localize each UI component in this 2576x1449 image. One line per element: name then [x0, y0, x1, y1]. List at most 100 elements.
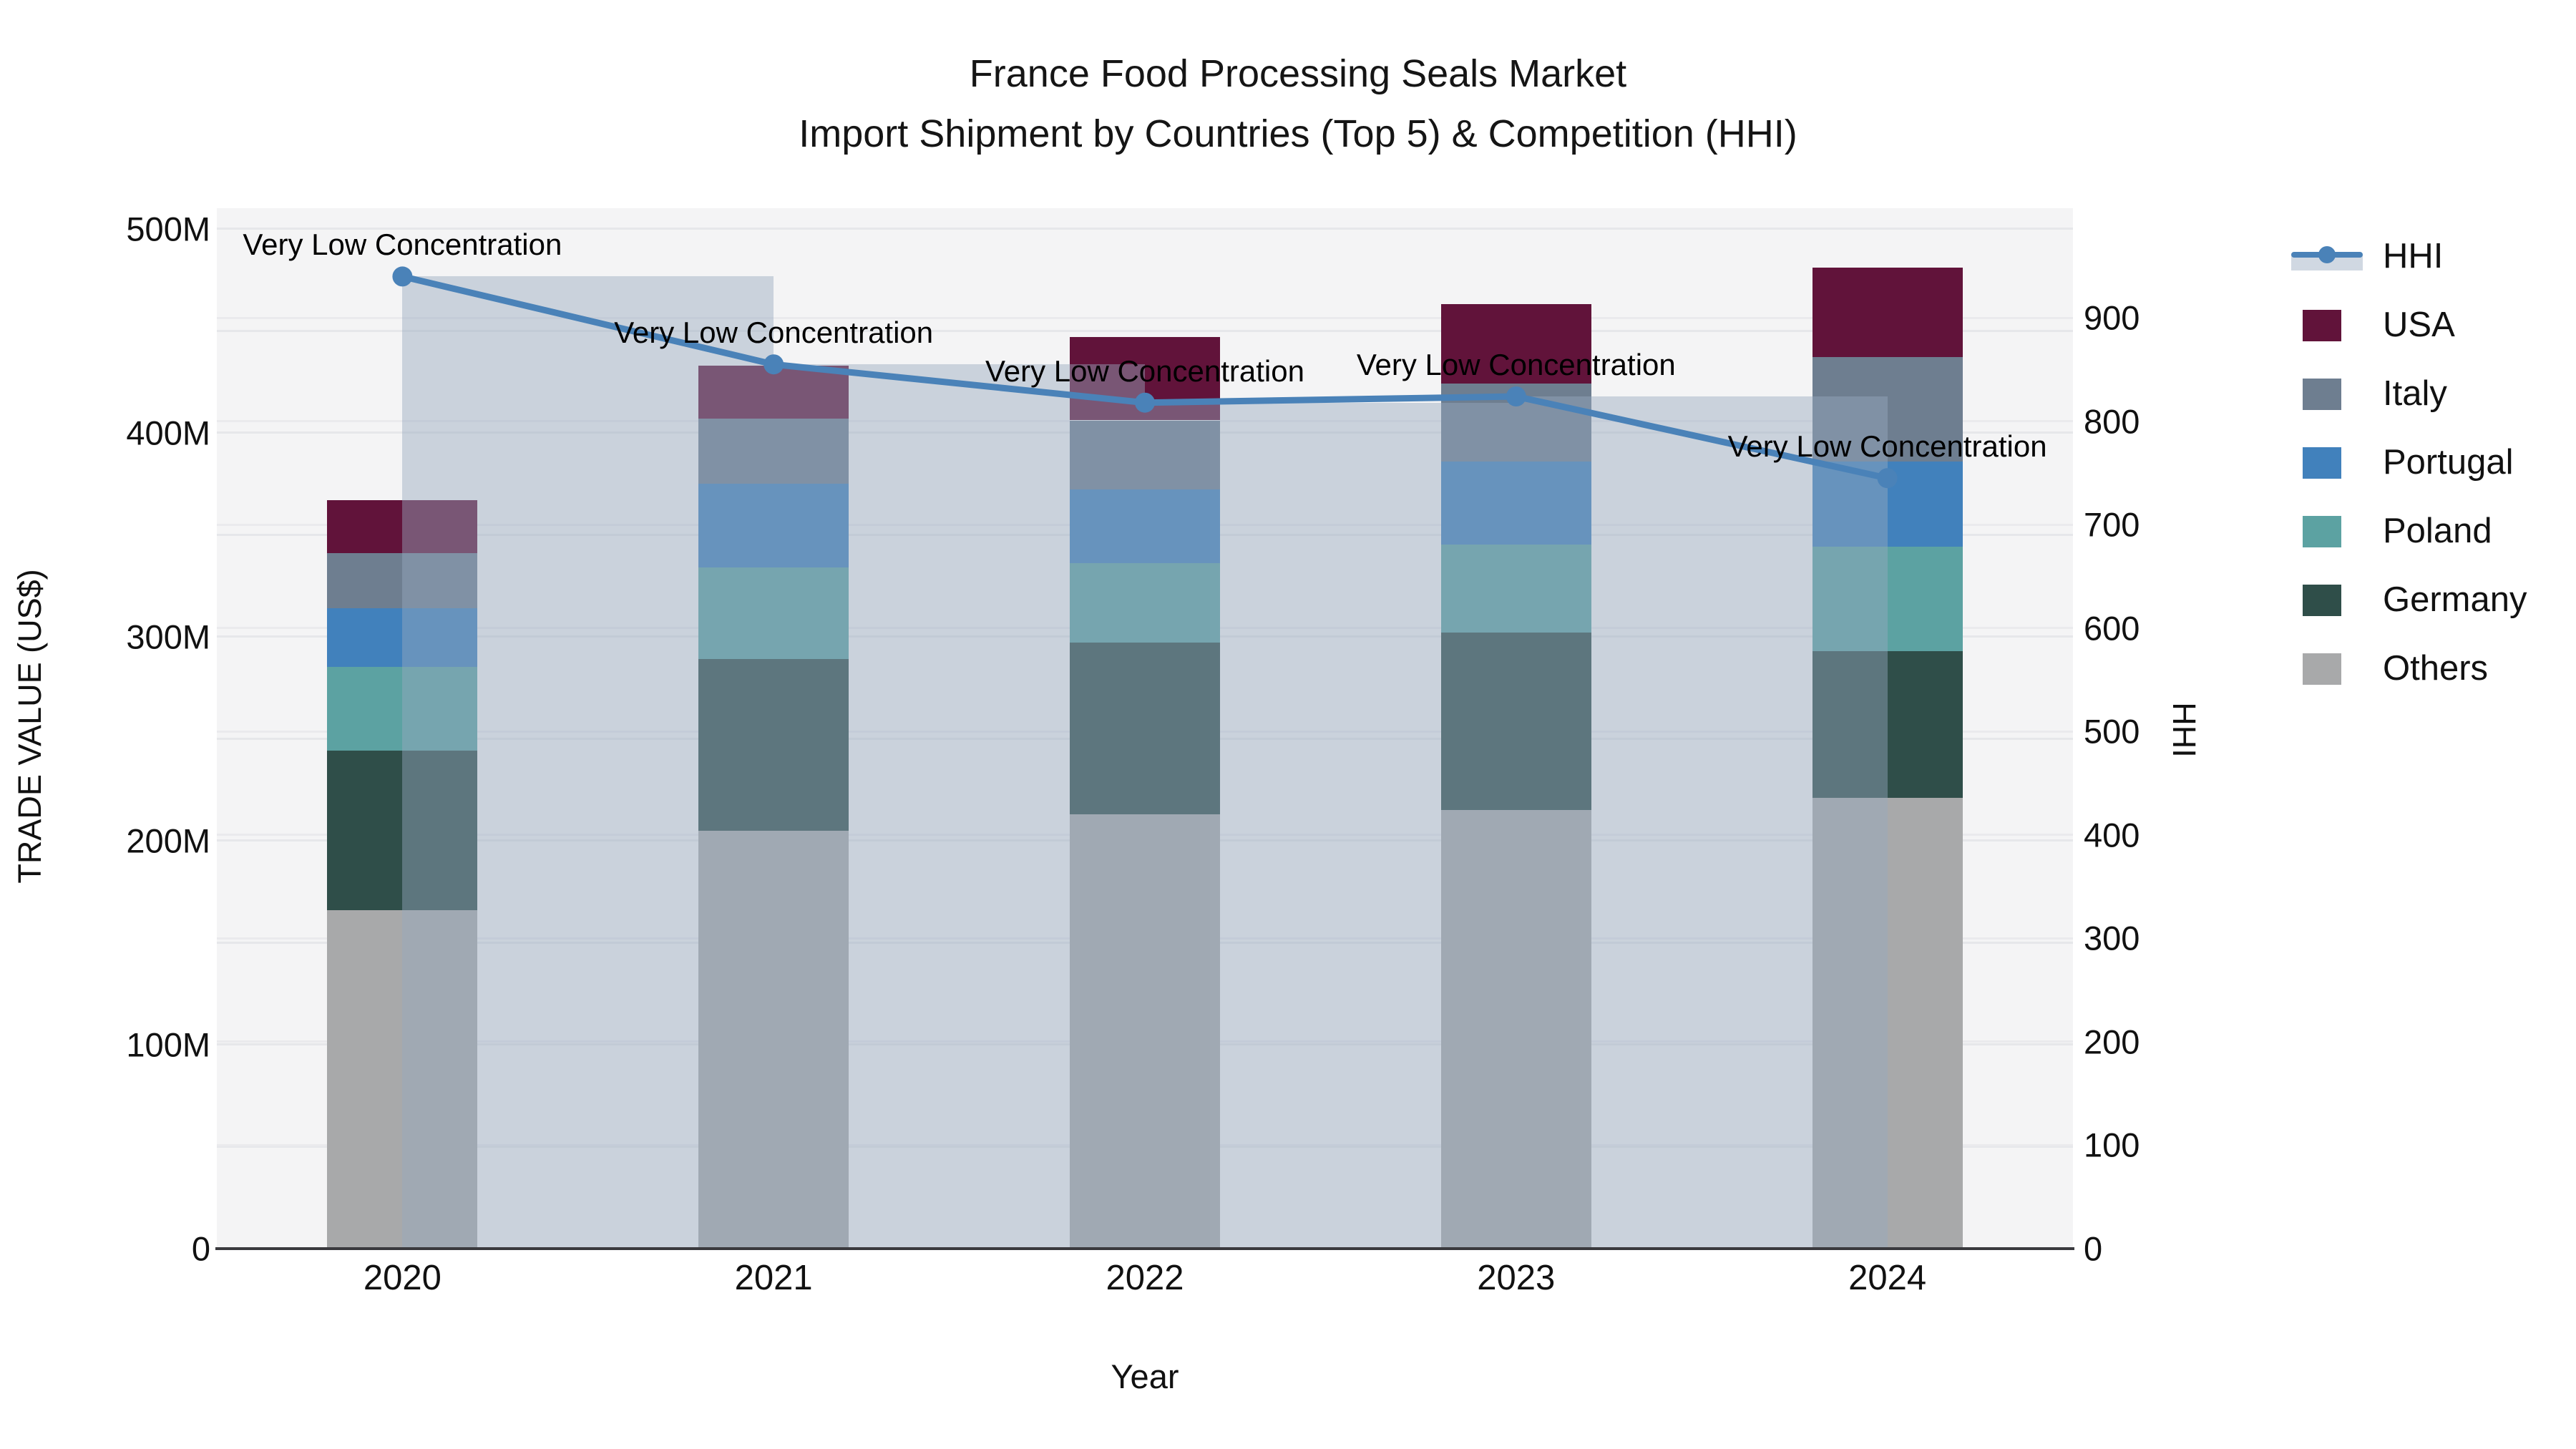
hhi-marker-2020: [392, 266, 413, 287]
y-tick-right-400: 400: [2084, 816, 2140, 854]
legend-item-usa: USA: [2291, 306, 2527, 344]
y-tick-left-100M: 100M: [126, 1025, 210, 1064]
hhi-marker-2022: [1135, 392, 1155, 413]
y-axis-title-right: HHI: [2166, 702, 2202, 758]
gridline-left-450M: [217, 329, 2073, 332]
x-tick-2020: 2020: [363, 1259, 441, 1297]
bar-segment-poland-2020: [327, 667, 478, 751]
chart-title: France Food Processing Seals Market Impo…: [799, 44, 1797, 164]
x-tick-2023: 2023: [1477, 1259, 1556, 1297]
legend-hhi-marker: [2318, 246, 2336, 263]
legend-swatch-others: [2303, 653, 2341, 685]
gridline-right-900: [217, 316, 2073, 319]
bar-segment-poland-2022: [1070, 563, 1220, 643]
y-tick-left-0: 0: [191, 1229, 210, 1268]
bar-segment-italy-2024: [1812, 357, 1963, 462]
y-tick-left-200M: 200M: [126, 821, 210, 860]
bar-segment-others-2022: [1070, 814, 1220, 1249]
legend-label-poland: Poland: [2383, 512, 2492, 550]
y-tick-right-900: 900: [2084, 298, 2140, 337]
annotation-2024: Very Low Concentration: [1727, 429, 2047, 464]
bar-segment-portugal-2021: [698, 483, 849, 567]
y-tick-right-600: 600: [2084, 609, 2140, 648]
x-axis-line: [215, 1247, 2074, 1250]
bar-segment-germany-2020: [327, 751, 478, 910]
chart-title-line2: Import Shipment by Countries (Top 5) & C…: [799, 112, 1797, 155]
legend-label-hhi: HHI: [2383, 237, 2444, 275]
color-swatch-icon: [2291, 444, 2363, 481]
y-tick-right-0: 0: [2084, 1229, 2103, 1268]
hhi-band-2022: [1145, 402, 1516, 1249]
x-tick-2024: 2024: [1848, 1259, 1927, 1297]
bar-segment-italy-2021: [698, 418, 849, 484]
bar-segment-portugal-2022: [1070, 489, 1220, 564]
legend-label-italy: Italy: [2383, 374, 2447, 413]
x-axis-title: Year: [1111, 1357, 1179, 1395]
bar-segment-others-2024: [1812, 797, 1963, 1249]
x-tick-2021: 2021: [734, 1259, 813, 1297]
annotation-2022: Very Low Concentration: [985, 353, 1304, 388]
chart-title-line1: France Food Processing Seals Market: [969, 52, 1627, 95]
bar-segment-poland-2023: [1440, 545, 1591, 633]
bar-segment-italy-2022: [1070, 420, 1220, 490]
legend-item-italy: Italy: [2291, 374, 2527, 413]
bar-segment-others-2023: [1440, 810, 1591, 1249]
annotation-2023: Very Low Concentration: [1356, 348, 1676, 382]
legend-swatch-usa: [2303, 310, 2341, 341]
hhi-marker-2021: [763, 354, 784, 375]
bar-segment-usa-2023: [1440, 303, 1591, 384]
hhi-band-2020: [402, 276, 774, 1249]
legend-swatch-portugal: [2303, 447, 2341, 479]
x-tick-2022: 2022: [1106, 1259, 1184, 1297]
bar-segment-portugal-2020: [327, 608, 478, 668]
bar-segment-others-2021: [698, 830, 849, 1249]
color-swatch-icon: [2291, 512, 2363, 550]
plot-area: Very Low Concentration Very Low Concentra…: [215, 208, 2074, 1250]
bar-segment-poland-2021: [698, 567, 849, 660]
legend-item-poland: Poland: [2291, 512, 2527, 550]
gridline-left-500M: [217, 228, 2073, 230]
y-tick-right-300: 300: [2084, 919, 2140, 957]
legend-swatch-germany: [2303, 585, 2341, 616]
legend-label-portugal: Portugal: [2383, 443, 2514, 482]
hhi-marker-2023: [1506, 386, 1526, 407]
bar-segment-poland-2024: [1812, 547, 1963, 651]
bar-segment-usa-2024: [1812, 267, 1963, 358]
legend-item-germany: Germany: [2291, 580, 2527, 619]
legend-swatch-italy: [2303, 379, 2341, 410]
hhi-band-2021: [774, 364, 1145, 1249]
bar-segment-germany-2022: [1070, 643, 1220, 814]
legend-item-portugal: Portugal: [2291, 443, 2527, 482]
y-tick-right-800: 800: [2084, 402, 2140, 441]
legend-swatch-poland: [2303, 516, 2341, 547]
legend: HHI USA Italy Portugal Poland Germany Others: [2291, 237, 2527, 718]
legend-item-hhi: HHI: [2291, 237, 2527, 275]
hhi-band-2023: [1516, 396, 1888, 1249]
bar-segment-others-2020: [327, 909, 478, 1249]
color-swatch-icon: [2291, 375, 2363, 412]
bar-segment-germany-2024: [1812, 650, 1963, 798]
annotation-2021: Very Low Concentration: [614, 316, 934, 350]
bar-segment-portugal-2023: [1440, 461, 1591, 545]
bar-segment-italy-2020: [327, 552, 478, 608]
y-tick-right-200: 200: [2084, 1023, 2140, 1061]
y-tick-right-500: 500: [2084, 712, 2140, 751]
y-tick-left-400M: 400M: [126, 414, 210, 452]
hhi-line-layer: [392, 266, 1898, 489]
bar-segment-germany-2021: [698, 659, 849, 831]
bar-segment-germany-2023: [1440, 633, 1591, 811]
legend-label-usa: USA: [2383, 306, 2455, 344]
bar-segment-usa-2020: [327, 499, 478, 553]
legend-label-germany: Germany: [2383, 580, 2527, 619]
legend-label-others: Others: [2383, 649, 2489, 688]
color-swatch-icon: [2291, 581, 2363, 618]
y-axis-title-left: TRADE VALUE (US$): [11, 569, 48, 884]
color-swatch-icon: [2291, 306, 2363, 343]
hhi-marker-2024: [1877, 468, 1898, 489]
y-tick-left-300M: 300M: [126, 618, 210, 656]
y-tick-right-100: 100: [2084, 1126, 2140, 1164]
y-tick-right-700: 700: [2084, 505, 2140, 544]
color-swatch-icon: [2291, 650, 2363, 687]
hhi-line-icon: [2291, 238, 2363, 275]
